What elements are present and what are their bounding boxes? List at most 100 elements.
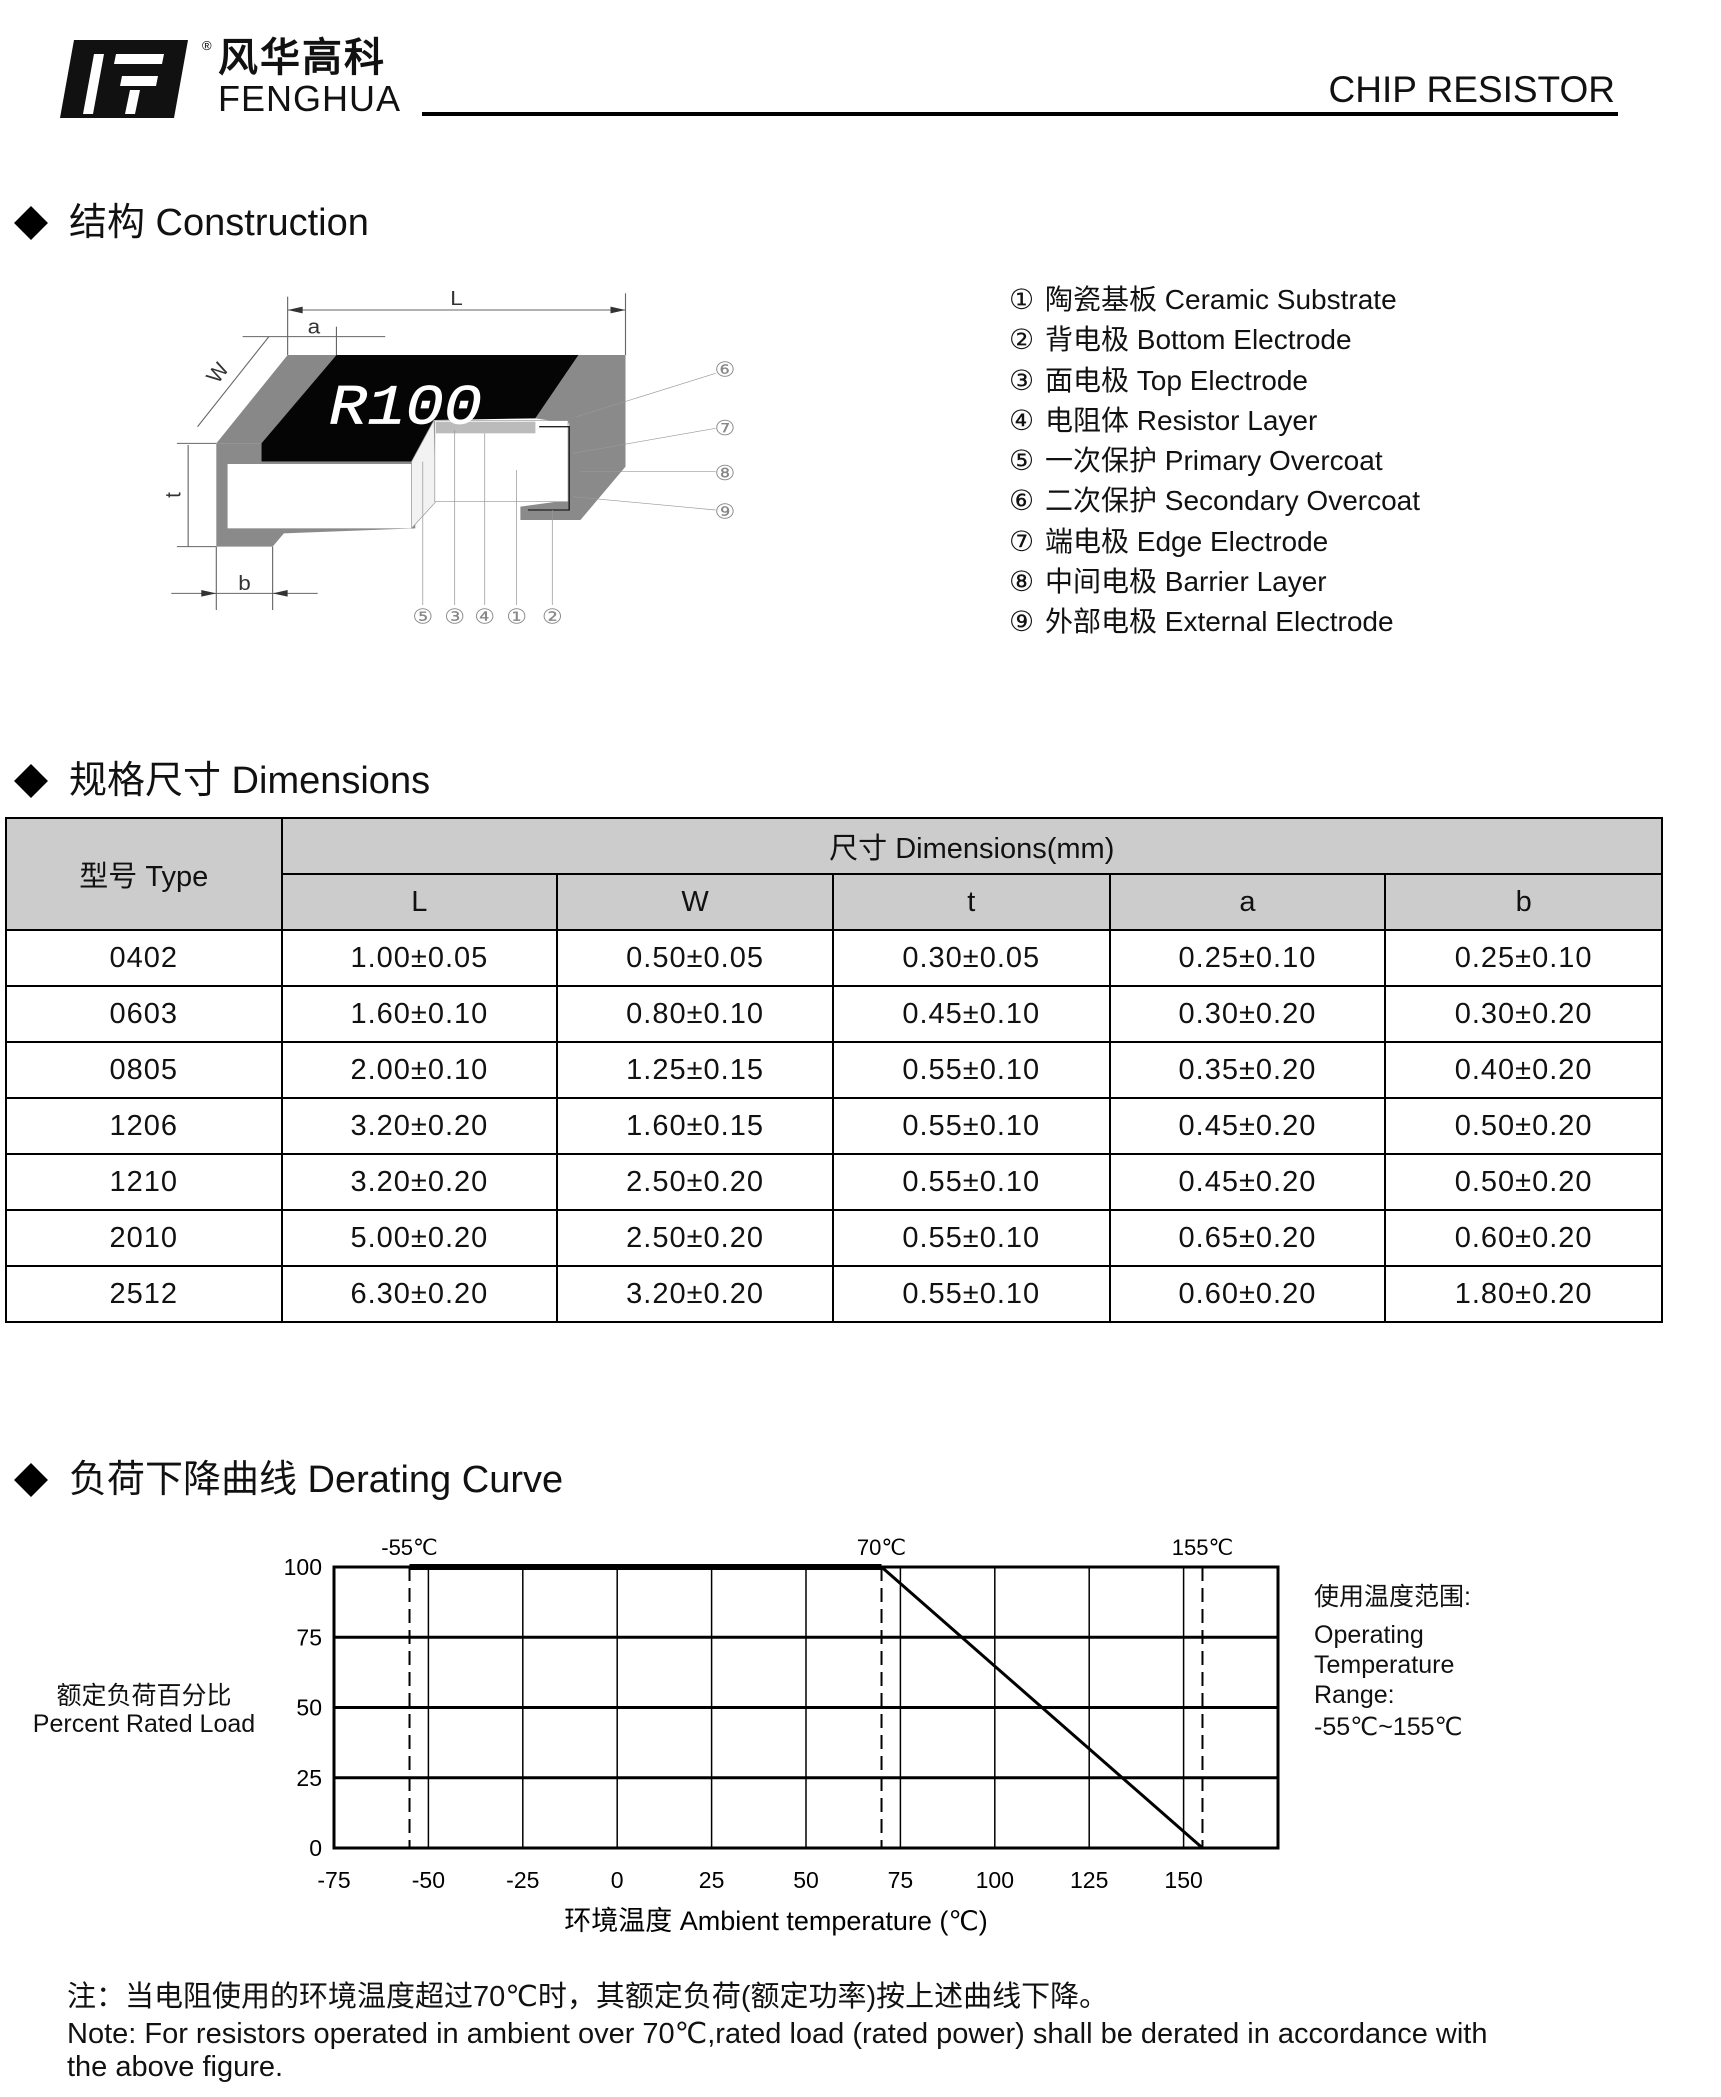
y-tick-label: 75 [296, 1624, 322, 1650]
cell-b: 0.30±0.20 [1384, 985, 1663, 1043]
legend-item: ④ 电阻体 Resistor Layer [1009, 401, 1420, 441]
legend-label: 外部电极 External Electrode [1045, 606, 1394, 638]
cell-W: 2.50±0.20 [556, 1153, 834, 1211]
cell-t: 0.55±0.10 [831, 1209, 1111, 1267]
note-en-line2: the above figure. [67, 2051, 284, 2083]
dimensions-table: 型号 Type 尺寸 Dimensions(mm) L W t a b 0402… [5, 817, 1664, 1323]
derating-chart: -55℃ 70℃ 155℃ 0 25 50 75 100 -75 -50 -25 0 25 50 75 100… [284, 1535, 1280, 1936]
note-cn: 注：当电阻使用的环境温度超过70℃时，其额定负荷(额定功率)按上述曲线下降。 [67, 1981, 1109, 2013]
range-note-line: Range: [1314, 1681, 1395, 1709]
table-row: 1206 3.20±0.20 1.60±0.15 0.55±0.10 0.45±0.20… [5, 1097, 1663, 1155]
range-note-line: -55℃~155℃ [1314, 1713, 1463, 1741]
dim-label-L: L [450, 287, 463, 310]
legend-item: ⑤ 一次保护 Primary Overcoat [1009, 441, 1420, 481]
legend-num: ⑥ [1009, 485, 1035, 517]
legend-item: ⑧ 中间电极 Barrier Layer [1009, 562, 1420, 602]
table-row: 0402 1.00±0.05 0.50±0.05 0.30±0.05 0.25±0.10… [5, 929, 1663, 987]
callout-3: ③ [444, 605, 465, 628]
cell-a: 0.30±0.20 [1108, 985, 1387, 1043]
legend-label: 端电极 Edge Electrode [1045, 525, 1329, 557]
cell-type: 1210 [5, 1153, 283, 1211]
x-axis-title: 环境温度 Ambient temperature (℃) [564, 1906, 987, 1936]
cell-a: 0.65±0.20 [1108, 1209, 1387, 1267]
cell-t: 0.55±0.10 [831, 1265, 1111, 1323]
diamond-bullet-icon [14, 206, 48, 240]
column-header-a: a [1108, 873, 1387, 931]
x-tick-label: 50 [793, 1867, 819, 1893]
callout-1: ① [506, 605, 527, 628]
cell-W: 0.50±0.05 [556, 929, 834, 987]
callout-7: ⑦ [715, 417, 736, 440]
legend-item: ⑨ 外部电极 External Electrode [1009, 602, 1420, 642]
x-tick-label: 75 [888, 1867, 914, 1893]
callout-5: ⑤ [412, 605, 433, 628]
reference-label: 155℃ [1172, 1535, 1233, 1560]
cell-type: 1206 [5, 1097, 283, 1155]
legend-num: ③ [1009, 364, 1035, 396]
legend-num: ⑧ [1009, 566, 1035, 598]
legend-num: ④ [1009, 404, 1035, 436]
legend-label: 面电极 Top Electrode [1045, 364, 1308, 396]
callout-2: ② [542, 605, 563, 628]
cell-a: 0.25±0.10 [1108, 929, 1387, 987]
document-title: CHIP RESISTOR [1328, 69, 1615, 110]
fenghua-logo: ® [60, 38, 212, 118]
cell-L: 3.20±0.20 [280, 1097, 559, 1155]
cell-a: 0.35±0.20 [1108, 1041, 1387, 1099]
cell-type: 0402 [5, 929, 283, 987]
callout-4: ④ [474, 605, 495, 628]
y-tick-label: 50 [296, 1695, 322, 1721]
cell-L: 2.00±0.10 [280, 1041, 559, 1099]
legend-label: 一次保护 Primary Overcoat [1045, 445, 1383, 477]
type-header: 型号 Type [5, 817, 283, 931]
cell-b: 0.50±0.20 [1384, 1097, 1663, 1155]
cell-t: 0.55±0.10 [831, 1041, 1111, 1099]
callout-9: ⑨ [715, 500, 736, 523]
dimensions-heading: 规格尺寸 Dimensions [13, 759, 430, 803]
table-row: 2512 6.30±0.20 3.20±0.20 0.55±0.10 0.60±0.20… [5, 1265, 1663, 1323]
x-tick-label: 100 [976, 1867, 1014, 1893]
table-row: 0603 1.60±0.10 0.80±0.10 0.45±0.10 0.30±0.20… [5, 985, 1663, 1043]
dim-label-a: a [308, 315, 321, 338]
column-header-t: t [831, 873, 1111, 931]
reference-label: -55℃ [381, 1535, 438, 1560]
chip-marking: R100 [329, 377, 482, 441]
logo-en-text: FENGHUA [218, 78, 402, 119]
note-en-line1: Note: For resistors operated in ambient … [67, 2018, 1488, 2050]
cell-L: 3.20±0.20 [280, 1153, 559, 1211]
dimensions-table-body: 0402 1.00±0.05 0.50±0.05 0.30±0.05 0.25±0.10… [5, 929, 1663, 1323]
cell-t: 0.55±0.10 [831, 1097, 1111, 1155]
legend-item: ② 背电极 Bottom Electrode [1009, 320, 1420, 360]
range-note-title: 使用温度范围: [1314, 1583, 1471, 1611]
header-rule [422, 112, 1618, 116]
construction-heading-text: 结构 Construction [69, 202, 369, 244]
cell-L: 5.00±0.20 [280, 1209, 559, 1267]
callout-8: ⑧ [715, 462, 736, 485]
cell-type: 0603 [5, 985, 283, 1043]
construction-heading: 结构 Construction [13, 201, 369, 245]
cell-b: 0.25±0.10 [1384, 929, 1663, 987]
cell-a: 0.60±0.20 [1108, 1265, 1387, 1323]
cell-type: 0805 [5, 1041, 283, 1099]
ylabel-en: Percent Rated Load [32, 1710, 256, 1738]
x-tick-label: 0 [611, 1867, 624, 1893]
x-tick-label: 25 [699, 1867, 725, 1893]
cell-t: 0.55±0.10 [831, 1153, 1111, 1211]
cell-b: 0.40±0.20 [1384, 1041, 1663, 1099]
cell-L: 6.30±0.20 [280, 1265, 559, 1323]
x-tick-label: -75 [317, 1867, 350, 1893]
table-row: 0805 2.00±0.10 1.25±0.15 0.55±0.10 0.35±0.20… [5, 1041, 1663, 1099]
legend-item: ⑥ 二次保护 Secondary Overcoat [1009, 481, 1420, 521]
legend-num: ② [1009, 324, 1035, 356]
cell-W: 3.20±0.20 [556, 1265, 834, 1323]
column-header-b: b [1384, 873, 1663, 931]
derating-segment [880, 1565, 1204, 1850]
legend-num: ① [1009, 284, 1035, 315]
legend-label: 陶瓷基板 Ceramic Substrate [1045, 284, 1397, 315]
callout-6: ⑥ [715, 359, 736, 382]
cell-a: 0.45±0.20 [1108, 1097, 1387, 1155]
dimensions-group-header: 尺寸 Dimensions(mm) [280, 817, 1664, 875]
construction-legend: ① 陶瓷基板 Ceramic Substrate ② 背电极 Bottom Elec… [1009, 280, 1420, 643]
legend-num: ⑤ [1009, 445, 1035, 477]
range-note-line: Operating [1314, 1621, 1424, 1649]
